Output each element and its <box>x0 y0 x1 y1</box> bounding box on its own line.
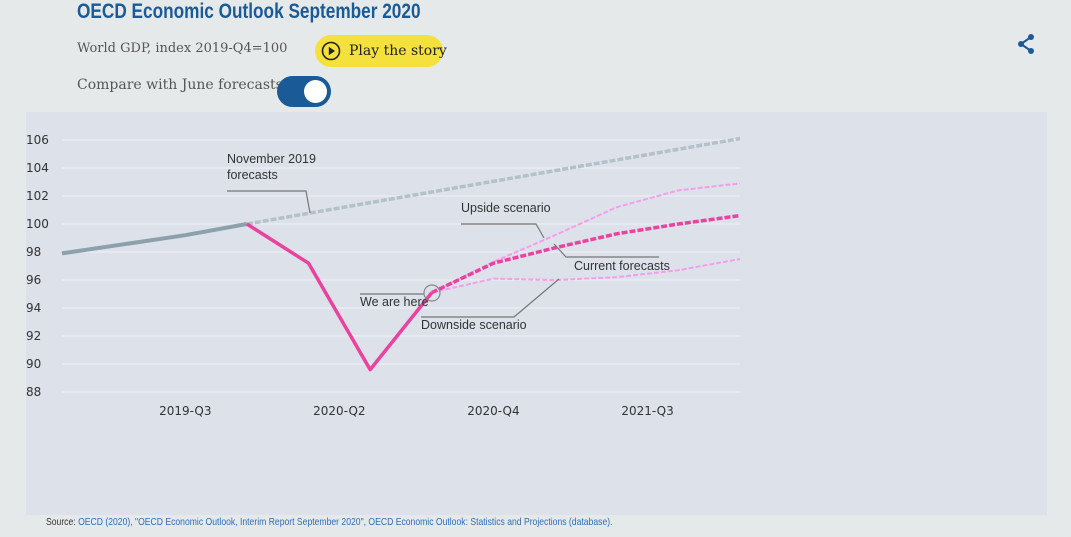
y-axis-ticks: 106 104 102 100 98 96 94 92 90 88 <box>26 133 49 399</box>
y-tick-label: 104 <box>26 161 49 175</box>
share-icon[interactable] <box>1015 33 1037 55</box>
x-tick-label: 2021-Q3 <box>621 404 673 418</box>
annot-we-are-here: We are here <box>360 295 429 309</box>
series-layer <box>61 136 741 372</box>
y-tick-label: 94 <box>26 301 41 315</box>
y-tick-label: 106 <box>26 133 49 147</box>
annot-nov2019-leader <box>227 190 311 214</box>
series-current-forecasts <box>431 213 741 295</box>
x-tick-label: 2020-Q4 <box>467 404 519 418</box>
annot-upside-leader <box>461 223 545 239</box>
y-tick-label: 92 <box>26 329 41 343</box>
series-downside-scenario <box>431 258 741 294</box>
grid-lines <box>62 139 740 393</box>
toggle-knob <box>304 80 327 103</box>
x-axis-ticks: 2019-Q3 2020-Q2 2020-Q4 2021-Q3 <box>159 404 674 418</box>
series-upside-scenario <box>431 182 741 294</box>
source-note: Source: OECD (2020), "OECD Economic Outl… <box>46 516 612 528</box>
annotations: November 2019 forecasts Upside scenario … <box>227 152 670 332</box>
we-are-here-marker <box>423 284 441 302</box>
series-november-2019-forecasts <box>246 136 741 226</box>
y-tick-label: 90 <box>26 357 41 371</box>
y-tick-label: 96 <box>26 273 41 287</box>
annot-current: Current forecasts <box>574 259 670 273</box>
series-history <box>61 222 248 256</box>
y-tick-label: 88 <box>26 385 41 399</box>
annot-upside: Upside scenario <box>461 201 551 215</box>
y-tick-label: 98 <box>26 245 41 259</box>
source-link[interactable]: OECD (2020), "OECD Economic Outlook, Int… <box>78 516 613 528</box>
compare-label: Compare with June forecasts: <box>77 77 288 93</box>
annot-downside: Downside scenario <box>421 318 527 332</box>
compare-toggle[interactable] <box>277 76 331 107</box>
x-tick-label: 2020-Q2 <box>313 404 365 418</box>
chart-panel: 106 104 102 100 98 96 94 92 90 88 2019-Q3 2020-Q2 2… <box>26 112 1047 515</box>
annot-nov2019-line1: November 2019 <box>227 152 316 166</box>
x-tick-label: 2019-Q3 <box>159 404 211 418</box>
y-tick-label: 102 <box>26 189 49 203</box>
page-title: OECD Economic Outlook September 2020 <box>77 0 421 23</box>
annot-nov2019-line2: forecasts <box>227 168 278 182</box>
y-tick-label: 100 <box>26 217 49 231</box>
chart-subtitle: World GDP, index 2019-Q4=100 <box>77 41 288 56</box>
series-actual-estimate <box>245 222 434 372</box>
source-label: Source: <box>46 516 76 528</box>
play-story-button[interactable]: Play the story <box>315 35 447 67</box>
annot-current-leader <box>553 243 659 258</box>
annot-downside-leader <box>421 278 560 318</box>
play-story-label: Play the story <box>349 43 447 59</box>
play-icon <box>321 41 341 61</box>
